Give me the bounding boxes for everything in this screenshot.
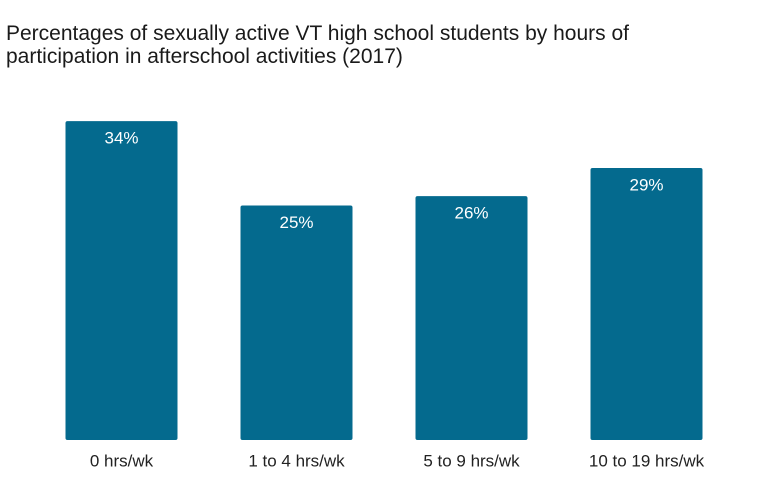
bar [415, 196, 528, 440]
value-label: 29% [629, 175, 663, 194]
value-label: 26% [454, 204, 488, 223]
chart-title: Percentages of sexually active VT high s… [6, 22, 629, 68]
bar [65, 121, 178, 440]
x-tick-label: 0 hrs/wk [90, 451, 154, 470]
value-label: 25% [279, 213, 313, 232]
x-tick-label: 10 to 19 hrs/wk [589, 451, 705, 470]
bar [590, 167, 703, 441]
x-tick-label: 1 to 4 hrs/wk [248, 451, 345, 470]
value-label: 34% [104, 129, 138, 148]
x-tick-label: 5 to 9 hrs/wk [423, 451, 520, 470]
bar [240, 205, 353, 440]
